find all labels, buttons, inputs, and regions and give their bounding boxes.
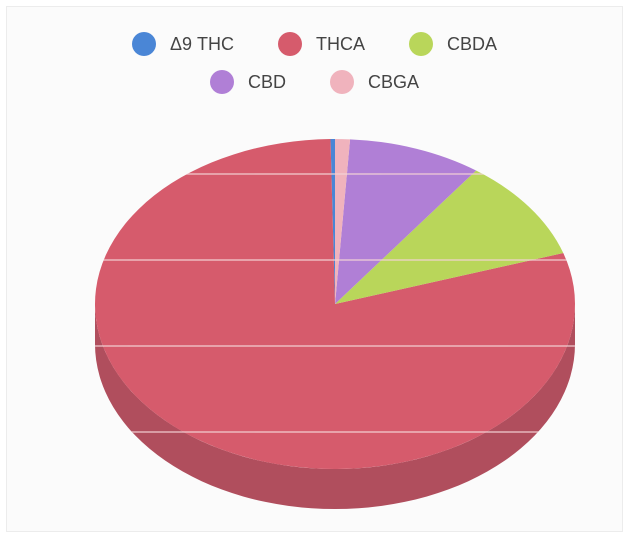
pie-slice-thca[interactable] bbox=[95, 139, 575, 470]
pie-slice-cbd[interactable] bbox=[335, 139, 477, 304]
legend-label-cbga: CBGA bbox=[368, 71, 420, 92]
legend-item-cbga[interactable]: CBGA bbox=[330, 68, 419, 96]
legend-swatch-cbga bbox=[330, 70, 354, 94]
pie-slice-d9-thc[interactable] bbox=[330, 139, 335, 304]
legend-label-d9-thc: Δ9 THC bbox=[169, 33, 234, 54]
legend-item-cbda[interactable]: CBDA bbox=[409, 30, 497, 58]
legend-label-cbda: CBDA bbox=[447, 33, 498, 54]
chart-legend: Δ9 THC THCA CBDA CBD CBGA bbox=[0, 30, 629, 96]
legend-swatch-cbd bbox=[209, 70, 234, 94]
pie-slice-cbga[interactable] bbox=[335, 139, 351, 304]
pie-side bbox=[95, 304, 575, 509]
legend-swatch-thca bbox=[278, 32, 302, 56]
legend-label-cbd: CBD bbox=[247, 71, 286, 92]
pie-side-wall bbox=[95, 304, 575, 509]
pie-top bbox=[95, 139, 575, 470]
legend-swatch-cbda bbox=[409, 32, 433, 56]
legend-swatch-d9-thc bbox=[131, 32, 156, 56]
pie-slice-cbda[interactable] bbox=[335, 170, 564, 304]
legend-item-cbd[interactable]: CBD bbox=[209, 68, 286, 96]
legend-item-thca[interactable]: THCA bbox=[278, 30, 365, 58]
legend-item-d9-thc[interactable]: Δ9 THC bbox=[131, 30, 234, 58]
legend-label-thca: THCA bbox=[316, 33, 365, 54]
